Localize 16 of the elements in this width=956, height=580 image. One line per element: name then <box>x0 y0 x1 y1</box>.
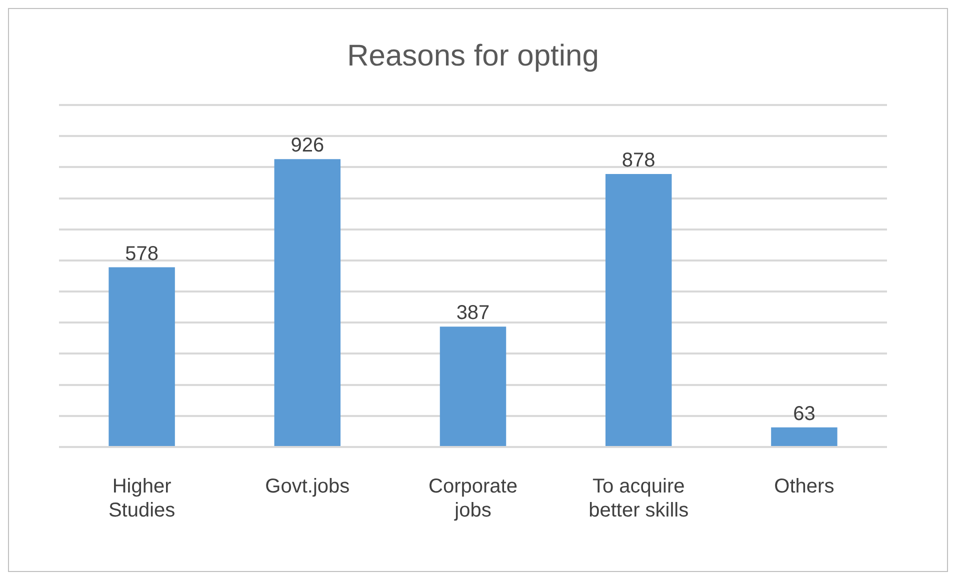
data-label: 63 <box>793 402 816 425</box>
bar <box>605 174 672 446</box>
x-tick-label: Others <box>774 476 834 498</box>
data-label: 878 <box>622 150 656 172</box>
bar <box>108 267 175 446</box>
data-label: 926 <box>290 134 324 157</box>
data-label: 578 <box>125 242 158 265</box>
x-tick-label: Govt.jobs <box>265 476 350 498</box>
bar <box>440 326 506 446</box>
bar <box>771 427 838 446</box>
x-tick-label: Corporate jobs <box>428 476 518 522</box>
x-tick-label: To acquire better skills <box>588 476 689 522</box>
chart-title: Reasons for opting <box>347 39 599 72</box>
x-tick-label: Higher Studies <box>108 476 176 522</box>
data-label: 387 <box>456 302 490 324</box>
bar <box>274 159 341 446</box>
